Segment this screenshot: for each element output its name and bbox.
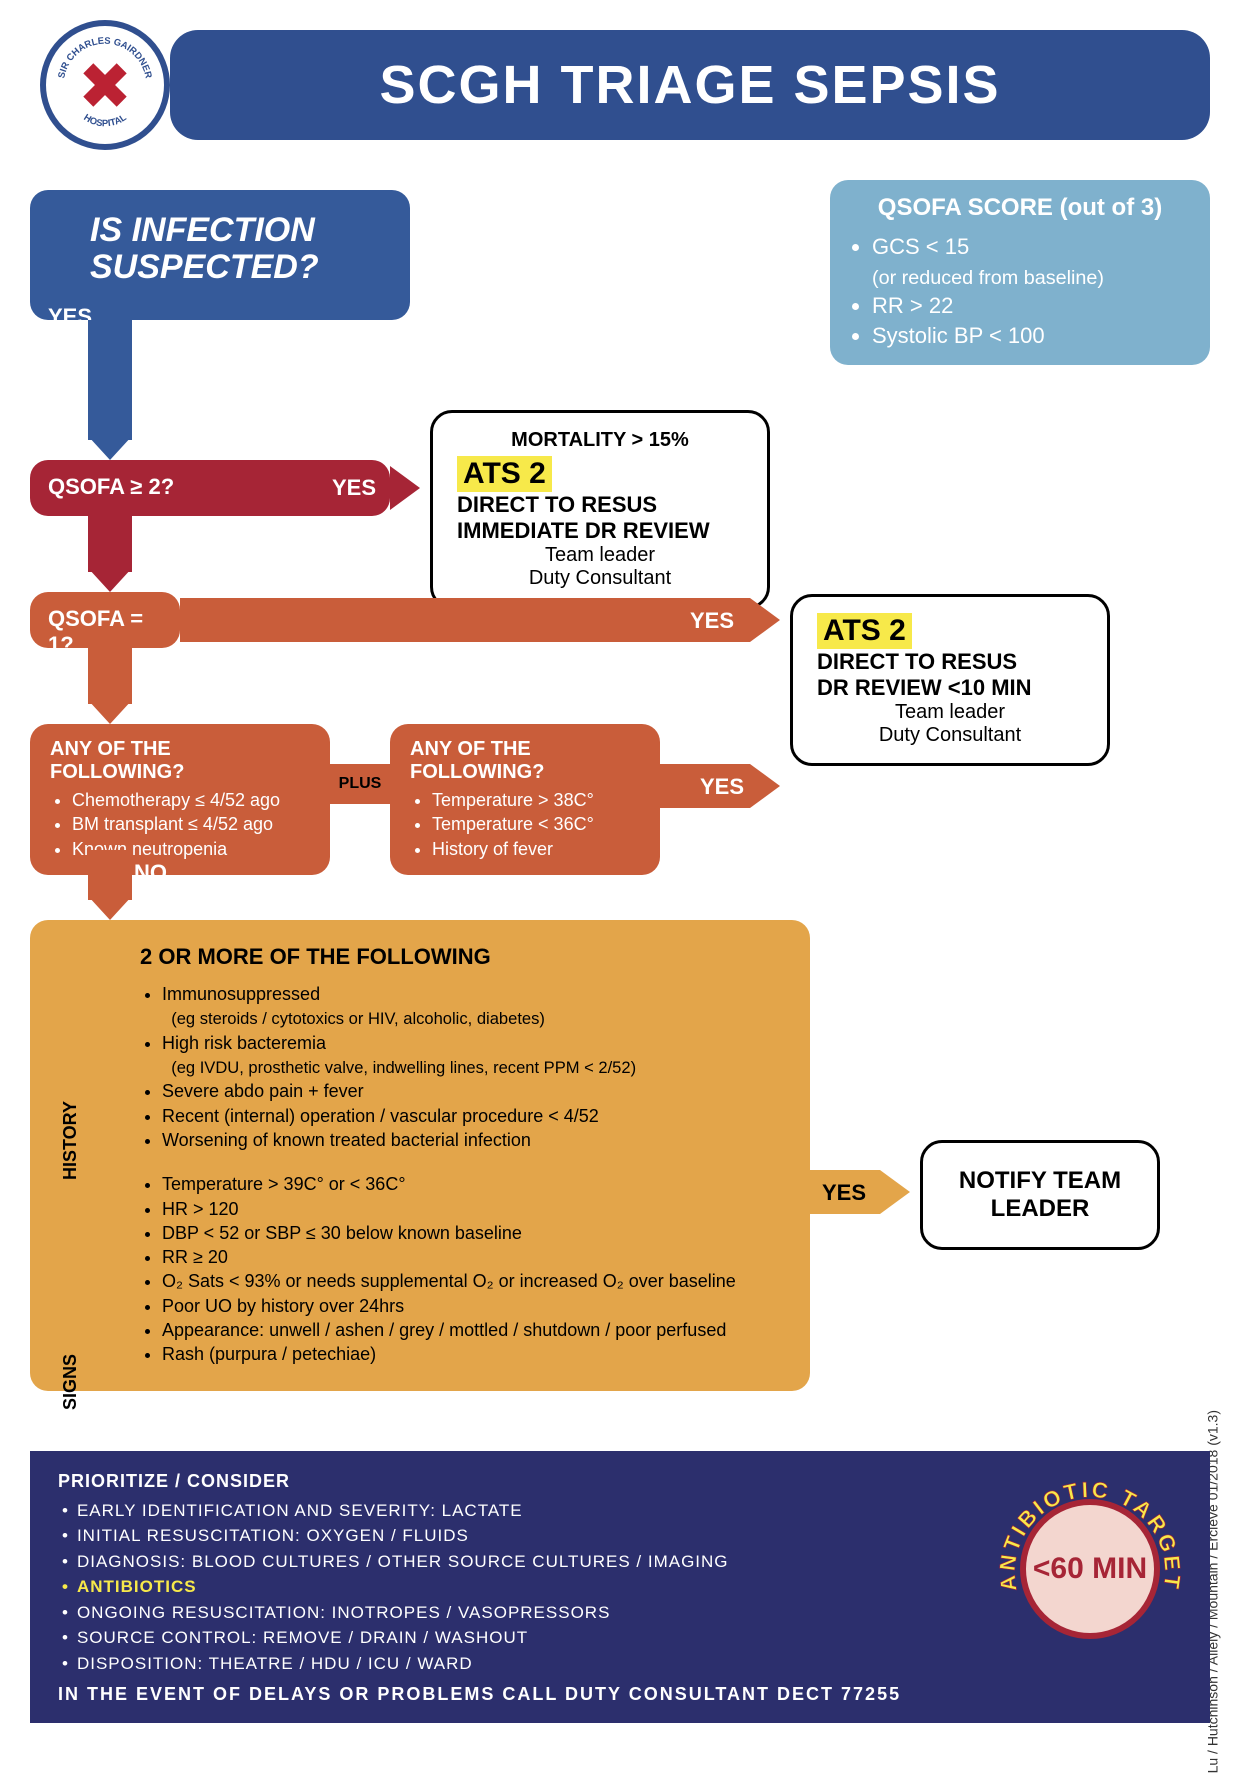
ats-line: DIRECT TO RESUS bbox=[817, 649, 1083, 675]
footer-last-line: IN THE EVENT OF DELAYS OR PROBLEMS CALL … bbox=[58, 1684, 1182, 1705]
qsofa-item: Systolic BP < 100 bbox=[872, 321, 1190, 351]
arrow-down-icon bbox=[88, 436, 132, 460]
ats-sub: Team leader bbox=[457, 544, 743, 567]
amber-signs-item: RR ≥ 20 bbox=[162, 1245, 780, 1269]
ats-line: DR REVIEW <10 MIN bbox=[817, 675, 1083, 701]
qsofa-score-box: QSOFA SCORE (out of 3) GCS < 15(or reduc… bbox=[830, 180, 1210, 365]
page-title-bar: SCGH TRIAGE SEPSIS bbox=[170, 30, 1210, 140]
yes-label: YES bbox=[822, 1180, 866, 1206]
ats-line: DIRECT TO RESUS bbox=[457, 492, 743, 518]
yes-label: YES bbox=[332, 475, 376, 501]
qsofa-item: GCS < 15(or reduced from baseline) bbox=[872, 232, 1190, 291]
connector bbox=[88, 850, 132, 900]
no-label: NO bbox=[134, 528, 167, 554]
amber-signs-list: Temperature > 39C° or < 36C°HR > 120DBP … bbox=[140, 1172, 780, 1366]
ats-box-2: ATS 2 DIRECT TO RESUS DR REVIEW <10 MIN … bbox=[790, 594, 1110, 766]
amber-signs-item: O₂ Sats < 93% or needs supplemental O₂ o… bbox=[162, 1269, 780, 1293]
mortality-text: MORTALITY > 15% bbox=[457, 429, 743, 452]
hospital-logo: SIR CHARLES GAIRDNER HOSPITAL bbox=[40, 20, 170, 150]
plus-label: PLUS bbox=[339, 775, 382, 793]
qsofa-item: RR > 22 bbox=[872, 291, 1190, 321]
qsofa2-label: QSOFA ≥ 2? bbox=[48, 474, 174, 499]
ats-badge: ATS 2 bbox=[457, 456, 552, 492]
connector bbox=[88, 516, 132, 572]
notify-box: NOTIFY TEAM LEADER bbox=[920, 1140, 1160, 1250]
amber-criteria-node: 2 OR MORE OF THE FOLLOWING HISTORY Immun… bbox=[30, 920, 810, 1391]
connector bbox=[88, 648, 132, 704]
risk-b-title: ANY OF THE FOLLOWING? bbox=[410, 738, 640, 784]
qsofa2-node: QSOFA ≥ 2? YES bbox=[30, 460, 390, 516]
arrow-right-icon bbox=[390, 466, 420, 510]
amber-signs-item: Poor UO by history over 24hrs bbox=[162, 1294, 780, 1318]
no-label: NO bbox=[134, 860, 167, 886]
notify-text: NOTIFY TEAM LEADER bbox=[947, 1167, 1133, 1223]
arrow-right-icon bbox=[750, 598, 780, 642]
amber-signs-item: HR > 120 bbox=[162, 1197, 780, 1221]
arrow-right-icon bbox=[750, 764, 780, 808]
amber-history-list: Immunosuppressed (eg steroids / cytotoxi… bbox=[140, 982, 780, 1152]
amber-history-item: Recent (internal) operation / vascular p… bbox=[162, 1104, 780, 1128]
amber-history-item: Immunosuppressed (eg steroids / cytotoxi… bbox=[162, 982, 780, 1031]
amber-signs-item: DBP < 52 or SBP ≤ 30 below known baselin… bbox=[162, 1221, 780, 1245]
risk-a-node: ANY OF THE FOLLOWING? Chemotherapy ≤ 4/5… bbox=[30, 724, 330, 875]
risk-b-node: ANY OF THE FOLLOWING? Temperature > 38C°… bbox=[390, 724, 660, 875]
antibiotic-target-badge: ANTIBIOTIC TARGET <60 MIN bbox=[990, 1469, 1190, 1669]
yes-label: YES bbox=[700, 774, 744, 800]
yes-label: YES bbox=[48, 304, 92, 330]
start-question-node: IS INFECTION SUSPECTED? bbox=[30, 190, 410, 320]
arrow-down-icon bbox=[88, 568, 132, 592]
risk-a-item: BM transplant ≤ 4/52 ago bbox=[72, 812, 310, 836]
ats-box-1: MORTALITY > 15% ATS 2 DIRECT TO RESUS IM… bbox=[430, 410, 770, 609]
badge-center: <60 MIN bbox=[1020, 1499, 1160, 1639]
risk-b-item: Temperature < 36C° bbox=[432, 812, 640, 836]
page-title: SCGH TRIAGE SEPSIS bbox=[379, 54, 1000, 116]
connector bbox=[88, 320, 132, 440]
ats-line: IMMEDIATE DR REVIEW bbox=[457, 518, 743, 544]
amber-title: 2 OR MORE OF THE FOLLOWING bbox=[140, 944, 780, 970]
start-question: IS INFECTION SUSPECTED? bbox=[90, 212, 390, 287]
risk-b-item: History of fever bbox=[432, 837, 640, 861]
amber-history-item: Severe abdo pain + fever bbox=[162, 1079, 780, 1103]
history-label: HISTORY bbox=[60, 1101, 81, 1180]
qsofa1-node: QSOFA = 1? bbox=[30, 592, 180, 648]
amber-history-item: Worsening of known treated bacterial inf… bbox=[162, 1128, 780, 1152]
amber-signs-item: Rash (purpura / petechiae) bbox=[162, 1342, 780, 1366]
arrow-down-icon bbox=[88, 896, 132, 920]
ats-sub: Duty Consultant bbox=[457, 567, 743, 590]
arrow-right-icon bbox=[880, 1170, 910, 1214]
footer-panel: PRIORITIZE / CONSIDER EARLY IDENTIFICATI… bbox=[30, 1451, 1210, 1724]
no-label: NO bbox=[134, 660, 167, 686]
ats-sub: Duty Consultant bbox=[817, 724, 1083, 747]
signs-label: SIGNS bbox=[60, 1354, 81, 1410]
arrow-down-icon bbox=[88, 700, 132, 724]
qsofa-title: QSOFA SCORE (out of 3) bbox=[850, 194, 1190, 222]
ats-sub: Team leader bbox=[817, 701, 1083, 724]
risk-a-item: Chemotherapy ≤ 4/52 ago bbox=[72, 788, 310, 812]
plus-connector: PLUS bbox=[330, 764, 390, 804]
amber-history-item: High risk bacteremia (eg IVDU, prostheti… bbox=[162, 1031, 780, 1080]
yes-label: YES bbox=[690, 608, 734, 634]
risk-b-item: Temperature > 38C° bbox=[432, 788, 640, 812]
ats-badge: ATS 2 bbox=[817, 613, 912, 649]
connector bbox=[180, 598, 750, 642]
amber-signs-item: Temperature > 39C° or < 36C° bbox=[162, 1172, 780, 1196]
risk-a-title: ANY OF THE FOLLOWING? bbox=[50, 738, 310, 784]
amber-signs-item: Appearance: unwell / ashen / grey / mott… bbox=[162, 1318, 780, 1342]
